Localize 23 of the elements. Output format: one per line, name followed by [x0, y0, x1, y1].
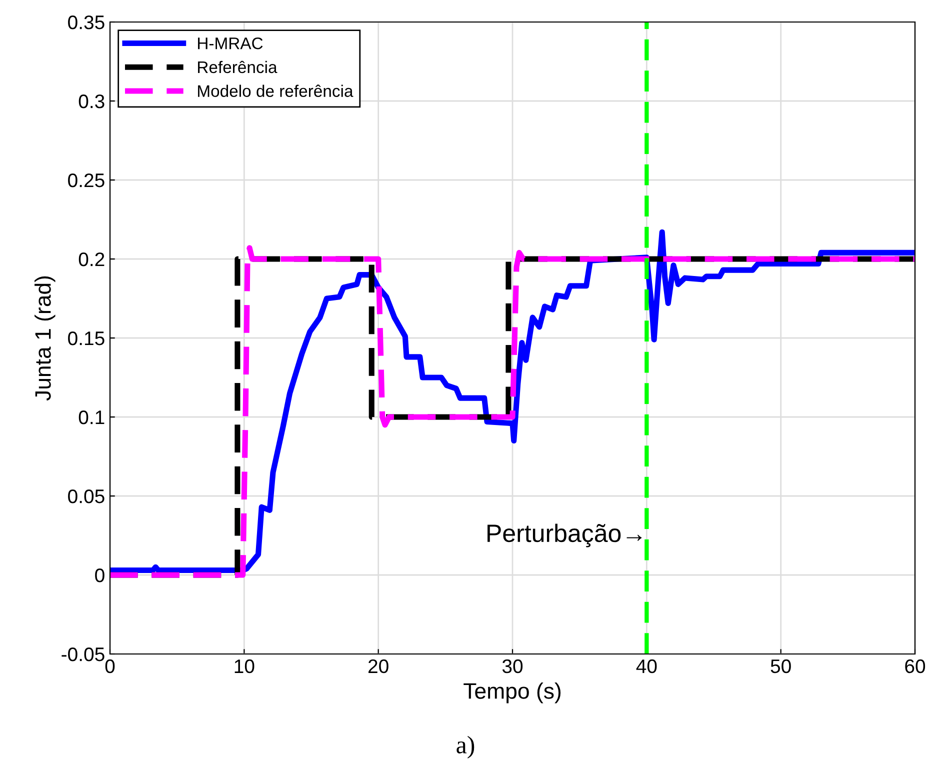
text: a) [456, 736, 474, 759]
y-tick-label: 0.05 [68, 489, 104, 504]
y-tick-label: 0 [95, 568, 104, 582]
y-tick-label: 0.2 [78, 252, 104, 266]
x-tick-label: 0 [105, 659, 115, 674]
x-tick-label: 20 [368, 659, 388, 674]
y-tick-label: 0.35 [68, 15, 104, 30]
y-tick-label: 0.15 [68, 331, 104, 346]
legend-label: Referência [198, 60, 278, 74]
y-tick-label: -0.05 [62, 647, 104, 662]
y-tick-label: 0.25 [68, 173, 104, 188]
annotation: Perturbação→ [488, 524, 642, 548]
legend-label: H-MRAC [198, 37, 263, 50]
x-axis-title: Tempo (s) [464, 682, 561, 704]
x-tick-label: 60 [905, 659, 926, 674]
x-tick-label: 10 [234, 659, 254, 674]
x-tick-label: 30 [502, 659, 523, 674]
x-tick-label: 50 [770, 659, 791, 674]
y-tick-label: 0.1 [78, 410, 104, 424]
y-axis-title: Junta 1 (rad) [34, 276, 56, 401]
y-tick-label: 0.3 [78, 94, 104, 108]
x-tick-label: 40 [636, 659, 657, 674]
legend-label: Modelo de referência [198, 84, 354, 97]
